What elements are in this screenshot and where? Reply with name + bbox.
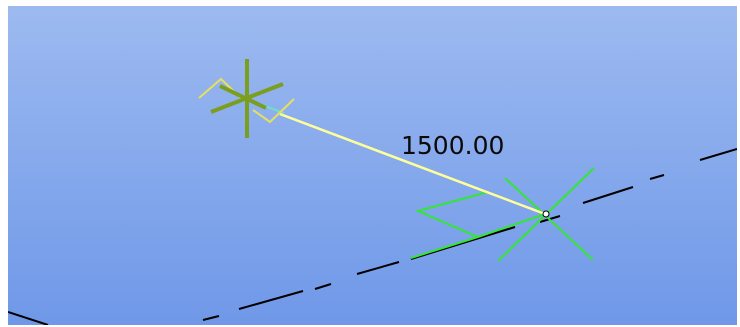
arrow-marker-tail (410, 236, 479, 259)
dimension-value-label[interactable]: 1500.00 (401, 131, 504, 160)
asterisk-marker-icon[interactable] (210, 59, 284, 138)
viewport-canvas[interactable]: 1500.00 (8, 6, 737, 325)
arrow-marker-icon (414, 191, 549, 239)
dimension-line[interactable] (279, 112, 546, 216)
cad-viewport[interactable]: 1500.00 (8, 6, 737, 325)
dimension-end-point[interactable] (542, 210, 550, 218)
viewport-background (8, 6, 737, 325)
construction-axis[interactable] (8, 148, 737, 325)
